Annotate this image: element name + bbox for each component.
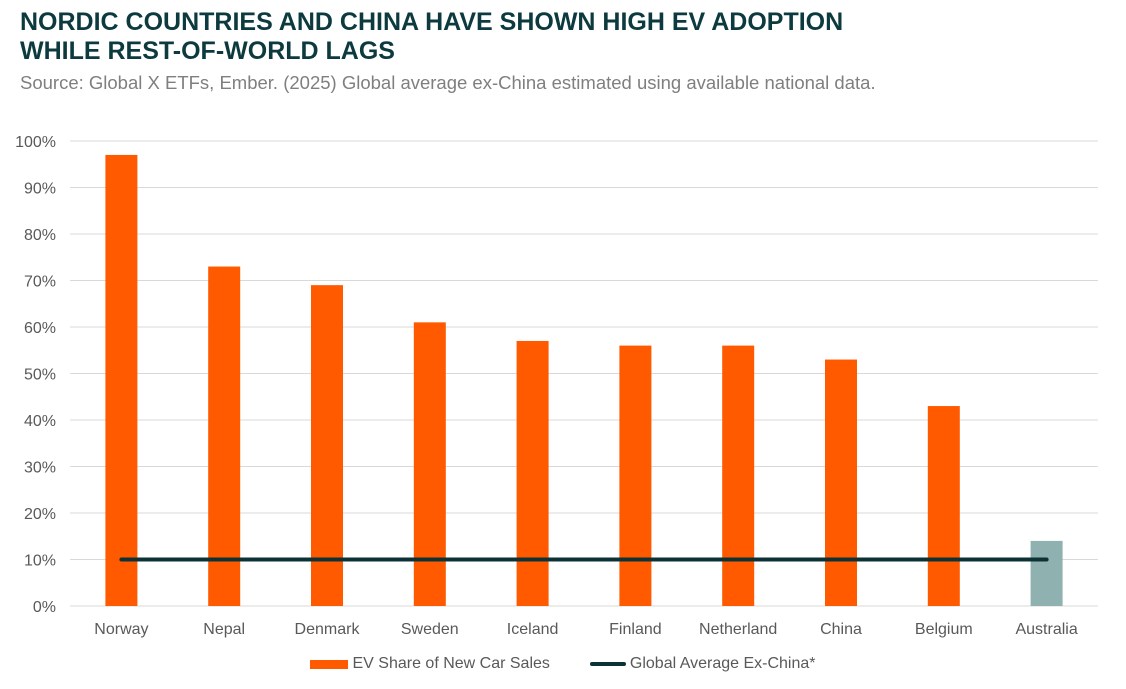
y-tick-label: 40% bbox=[24, 413, 56, 430]
chart-subtitle: Source: Global X ETFs, Ember. (2025) Glo… bbox=[20, 72, 876, 93]
bar-australia bbox=[1030, 540, 1063, 606]
y-tick-label: 90% bbox=[24, 181, 56, 198]
y-tick-label: 0% bbox=[33, 599, 56, 616]
legend-label: Global Average Ex-China* bbox=[629, 655, 816, 672]
bar-denmark bbox=[311, 285, 343, 606]
bar-belgium bbox=[927, 406, 960, 606]
bar-china bbox=[825, 359, 857, 606]
bar-iceland bbox=[516, 340, 549, 606]
y-tick-label: 80% bbox=[24, 227, 56, 244]
legend-label: EV Share of New Car Sales bbox=[352, 655, 550, 672]
y-tick-label: 50% bbox=[24, 367, 56, 384]
bar-finland bbox=[619, 345, 652, 606]
y-tick-label: 60% bbox=[24, 320, 56, 337]
bar-nepal bbox=[208, 266, 241, 606]
legend-item-ev-share: EV Share of New Car Sales bbox=[310, 655, 550, 673]
y-tick-label: 20% bbox=[24, 506, 56, 523]
x-tick-label: Sweden bbox=[401, 621, 459, 638]
y-tick-label: 100% bbox=[15, 134, 56, 151]
bar-norway bbox=[105, 154, 138, 606]
legend: EV Share of New Car Sales Global Average… bbox=[0, 655, 1126, 673]
x-tick-label: China bbox=[820, 621, 862, 638]
x-tick-label: Netherland bbox=[699, 621, 777, 638]
bar-sweden bbox=[413, 322, 446, 606]
chart-title: NORDIC COUNTRIES AND CHINA HAVE SHOWN HI… bbox=[20, 8, 844, 65]
legend-swatch-line bbox=[589, 662, 626, 666]
legend-swatch-bar bbox=[310, 659, 349, 669]
x-tick-label: Nepal bbox=[203, 621, 245, 638]
x-tick-label: Belgium bbox=[915, 621, 973, 638]
bar-netherland bbox=[722, 345, 755, 606]
x-tick-label: Norway bbox=[94, 621, 148, 638]
y-tick-label: 10% bbox=[24, 553, 56, 570]
x-tick-label: Denmark bbox=[295, 621, 361, 638]
legend-item-global-average: Global Average Ex-China* bbox=[589, 655, 816, 673]
x-tick-label: Finland bbox=[609, 621, 661, 638]
x-tick-label: Iceland bbox=[507, 621, 559, 638]
x-tick-label: Australia bbox=[1015, 621, 1077, 638]
y-tick-label: 70% bbox=[24, 274, 56, 291]
y-tick-label: 30% bbox=[24, 460, 56, 477]
